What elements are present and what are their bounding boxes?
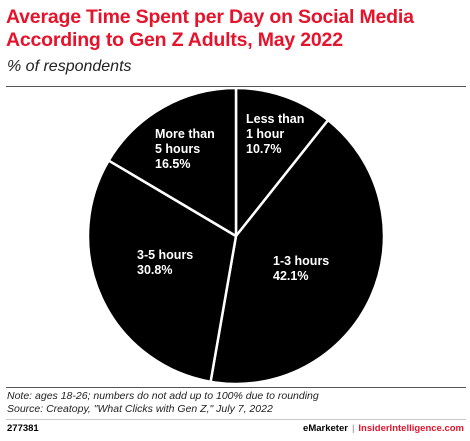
pie-slice-value-label: 42.1% xyxy=(273,269,308,283)
pie-slice-2 xyxy=(209,118,386,386)
pie-slice-category-label: Less than xyxy=(246,112,304,126)
source-note: Source: Creatopy, "What Clicks with Gen … xyxy=(7,403,273,415)
pie-slice-category-label: 5 hours xyxy=(155,142,200,156)
chart-title-line-1: Average Time Spent per Day on Social Med… xyxy=(6,6,414,28)
pie-slice-value-label: 16.5% xyxy=(155,157,190,171)
pie-slice-1 xyxy=(234,87,330,238)
footnote: Note: ages 18-26; numbers do not add up … xyxy=(7,390,319,402)
brand-insider-intelligence: InsiderIntelligence.com xyxy=(358,423,464,434)
pie-slice-category-label: 1 hour xyxy=(246,127,284,141)
pie-slice-category-label: More than xyxy=(155,127,215,141)
chart-title: Average Time Spent per Day on Social Med… xyxy=(6,6,466,52)
chart-subtitle: % of respondents xyxy=(7,58,132,75)
brand-footer: eMarketer | InsiderIntelligence.com xyxy=(303,423,464,434)
pie-slice-value-label: 10.7% xyxy=(246,142,281,156)
brand-separator: | xyxy=(351,423,355,434)
brand-emarketer: eMarketer xyxy=(303,423,348,434)
bottom-divider xyxy=(6,387,466,388)
pie-slice-label-3: 3-5 hours 30.8% xyxy=(137,248,193,277)
footer-divider xyxy=(6,419,466,420)
pie-slice-label-2: 1-3 hours 42.1% xyxy=(273,254,329,283)
pie-slice-label-4: More than 5 hours 16.5% xyxy=(155,127,215,171)
pie-slice-3 xyxy=(86,159,238,384)
chart-title-line-2: According to Gen Z Adults, May 2022 xyxy=(6,29,343,51)
top-divider xyxy=(6,86,466,87)
pie-slice-value-label: 30.8% xyxy=(137,263,172,277)
pie-chart: Less than 1 hour 10.7% 1-3 hours 42.1% 3-5 ho… xyxy=(86,87,386,386)
chart-id: 277381 xyxy=(7,423,39,434)
pie-slice-4 xyxy=(107,87,238,238)
pie-slice-label-1: Less than 1 hour 10.7% xyxy=(246,112,304,156)
pie-slice-category-label: 3-5 hours xyxy=(137,248,193,262)
pie-slice-category-label: 1-3 hours xyxy=(273,254,329,268)
